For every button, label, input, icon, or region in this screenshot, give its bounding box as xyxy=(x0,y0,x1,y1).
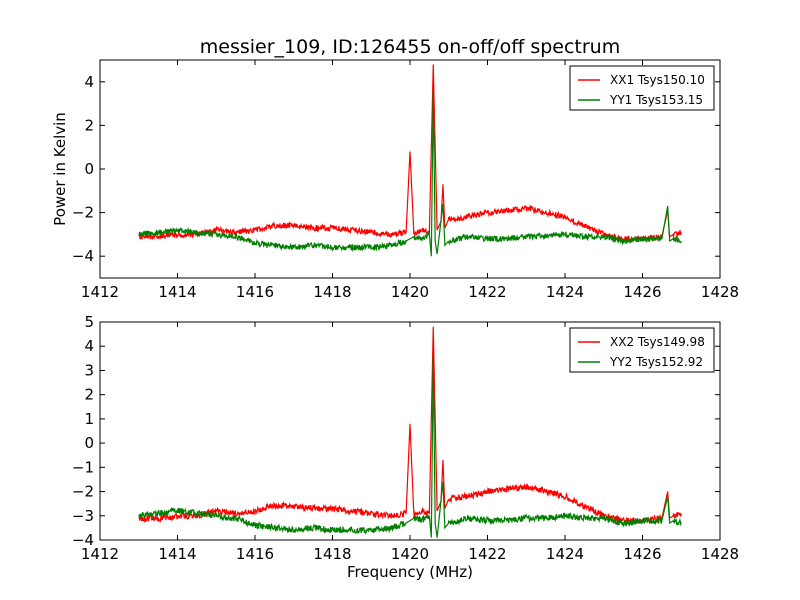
y-tick-label: 1 xyxy=(84,410,94,428)
x-tick-label: 1424 xyxy=(546,545,584,563)
series-line-yy xyxy=(138,90,682,257)
x-tick-label: 1420 xyxy=(391,545,429,563)
legend-label: YY1 Tsys153.15 xyxy=(609,93,703,107)
x-tick-label: 1422 xyxy=(468,283,506,301)
x-tick-label: 1416 xyxy=(236,283,274,301)
y-tick-label: −2 xyxy=(72,483,94,501)
y-tick-label: 3 xyxy=(84,361,94,379)
x-tick-label: 1426 xyxy=(623,283,661,301)
x-tick-label: 1422 xyxy=(468,545,506,563)
y-tick-label: 4 xyxy=(84,337,94,355)
y-tick-label: 0 xyxy=(84,160,94,178)
legend-label: XX1 Tsys150.10 xyxy=(610,73,705,87)
y-tick-label: 4 xyxy=(84,73,94,91)
y-tick-label: −3 xyxy=(72,507,94,525)
series-line-xx xyxy=(138,64,682,244)
series-line-yy xyxy=(138,355,682,538)
x-tick-label: 1412 xyxy=(81,545,119,563)
legend: XX1 Tsys150.10 YY1 Tsys153.15 xyxy=(569,65,715,111)
x-tick-label: 1416 xyxy=(236,545,274,563)
series-line-xx xyxy=(138,326,682,526)
y-tick-label: 5 xyxy=(84,313,94,331)
legend-label: YY2 Tsys152.92 xyxy=(609,355,703,369)
y-tick-label: 2 xyxy=(84,116,94,134)
y-tick-label: 2 xyxy=(84,386,94,404)
x-tick-label: 1414 xyxy=(158,283,196,301)
x-tick-label: 1418 xyxy=(313,545,351,563)
bottom-subplot: 1412 1414 1416 1418 1420 1422 1424 1426 1428−4−3… xyxy=(72,313,739,581)
x-tick-label: 1426 xyxy=(623,545,661,563)
x-tick-label: 1414 xyxy=(158,545,196,563)
x-axis-label: Frequency (MHz) xyxy=(347,563,473,581)
y-tick-label: −4 xyxy=(72,531,94,549)
x-tick-label: 1412 xyxy=(81,283,119,301)
chart-title: messier_109, ID:126455 on-off/off spectr… xyxy=(200,36,620,58)
y-tick-label: −2 xyxy=(72,204,94,222)
y-tick-label: −4 xyxy=(72,247,94,265)
legend-box xyxy=(569,327,715,373)
y-tick-label: 0 xyxy=(84,434,94,452)
x-tick-label: 1428 xyxy=(701,545,739,563)
y-tick-label: −1 xyxy=(72,458,94,476)
x-tick-label: 1424 xyxy=(546,283,584,301)
x-tick-label: 1420 xyxy=(391,283,429,301)
x-tick-label: 1428 xyxy=(701,283,739,301)
top-subplot: 1412 1414 1416 1418 1420 1422 1424 1426 1428 −4 −2… xyxy=(51,59,739,301)
legend-label: XX2 Tsys149.98 xyxy=(610,335,705,349)
y-axis-label: Power in Kelvin xyxy=(51,112,69,226)
x-tick-label: 1418 xyxy=(313,283,351,301)
legend-box xyxy=(569,65,715,111)
legend: XX2 Tsys149.98 YY2 Tsys152.92 xyxy=(569,327,715,373)
